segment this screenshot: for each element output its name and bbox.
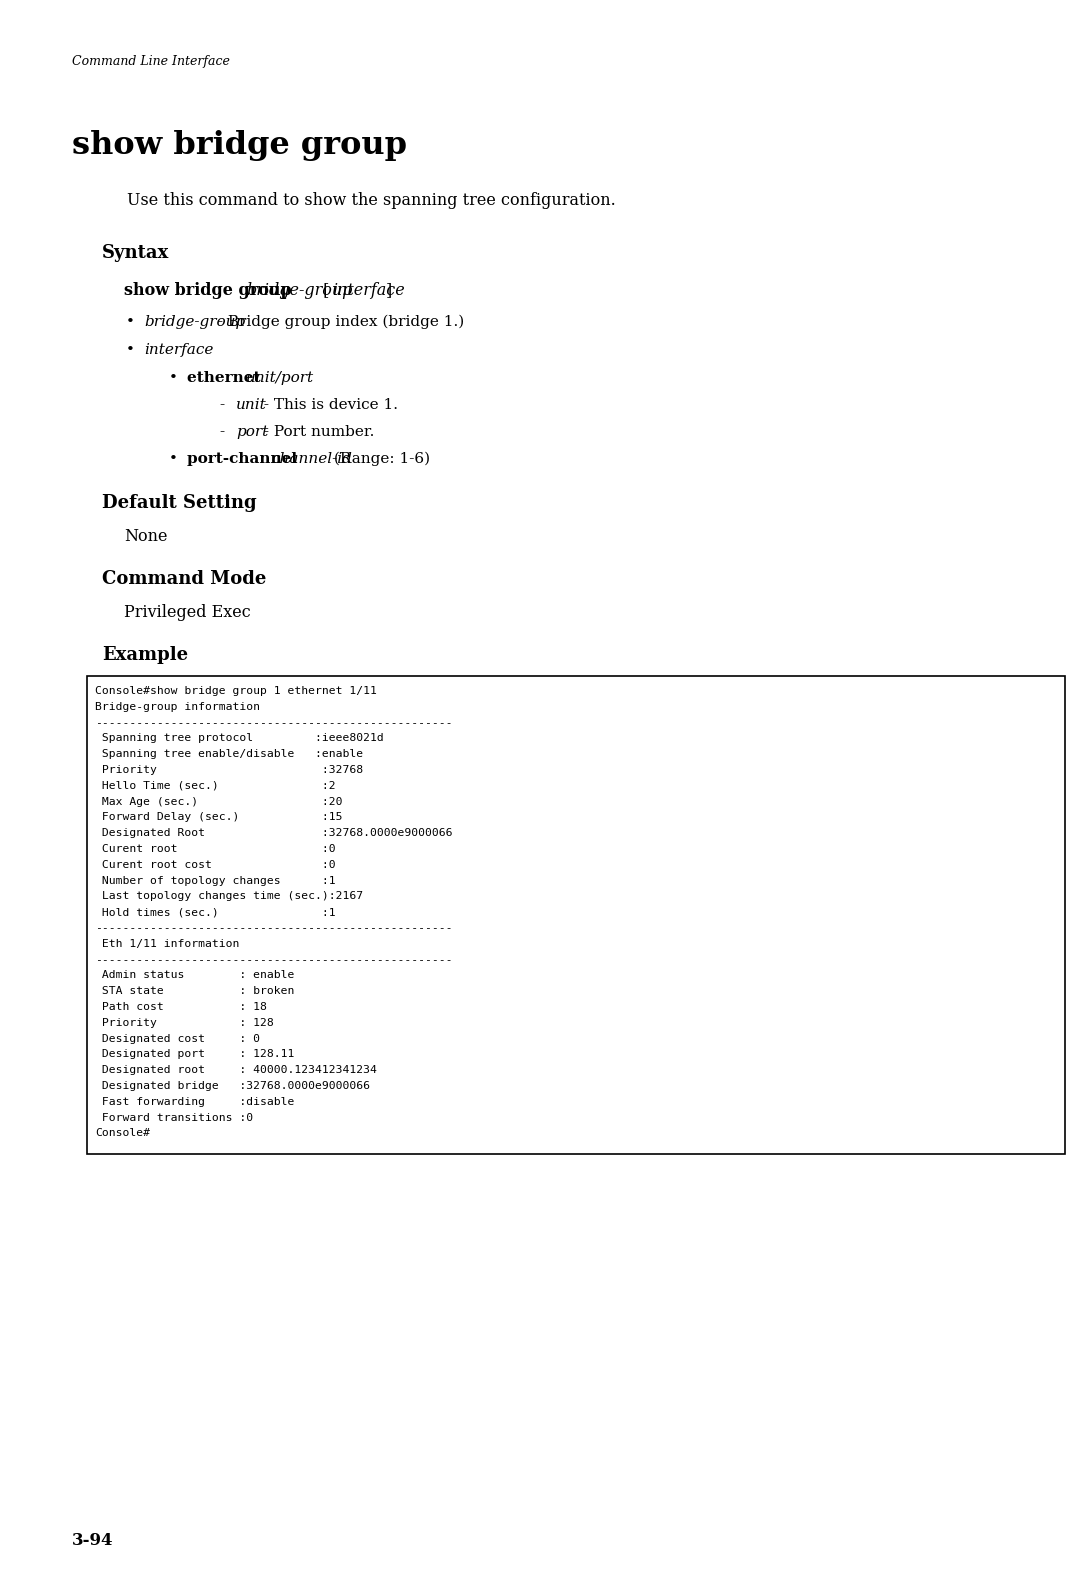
Text: ethernet: ethernet [187, 371, 266, 385]
Text: •: • [126, 342, 135, 356]
Text: Last topology changes time (sec.):2167: Last topology changes time (sec.):2167 [95, 892, 363, 901]
Text: Hello Time (sec.)               :2: Hello Time (sec.) :2 [95, 780, 336, 791]
Text: Forward transitions :0: Forward transitions :0 [95, 1113, 253, 1123]
Text: - Port number.: - Port number. [259, 425, 375, 440]
Text: Spanning tree protocol         :ieee8021d: Spanning tree protocol :ieee8021d [95, 733, 383, 744]
Text: interface: interface [332, 283, 405, 298]
Text: Max Age (sec.)                  :20: Max Age (sec.) :20 [95, 796, 342, 807]
Text: Forward Delay (sec.)            :15: Forward Delay (sec.) :15 [95, 812, 342, 823]
Text: Designated root     : 40000.123412341234: Designated root : 40000.123412341234 [95, 1064, 377, 1075]
Text: Example: Example [102, 645, 188, 664]
Bar [87, 677, 1065, 1154]
Text: Spanning tree enable/disable   :enable: Spanning tree enable/disable :enable [95, 749, 363, 760]
Text: Privileged Exec: Privileged Exec [124, 604, 251, 622]
Text: Eth 1/11 information: Eth 1/11 information [95, 939, 240, 948]
Text: •: • [168, 371, 178, 385]
Text: channel-id: channel-id [271, 452, 352, 466]
Text: Command Line Interface: Command Line Interface [72, 55, 230, 68]
Text: ----------------------------------------------------: ----------------------------------------… [95, 955, 453, 964]
Text: (Range: 1-6): (Range: 1-6) [328, 452, 430, 466]
Text: Fast forwarding     :disable: Fast forwarding :disable [95, 1097, 295, 1107]
Text: unit/port: unit/port [245, 371, 313, 385]
Text: •: • [168, 452, 178, 466]
Text: Designated port     : 128.11: Designated port : 128.11 [95, 1049, 295, 1060]
Text: Default Setting: Default Setting [102, 495, 257, 512]
Text: show bridge group: show bridge group [124, 283, 297, 298]
Text: - This is device 1.: - This is device 1. [259, 399, 397, 411]
Text: Path cost           : 18: Path cost : 18 [95, 1002, 267, 1013]
Text: interface: interface [144, 342, 214, 356]
Text: Console#: Console# [95, 1129, 150, 1138]
Text: 3-94: 3-94 [72, 1532, 113, 1550]
Text: Curent root cost                :0: Curent root cost :0 [95, 860, 336, 870]
Text: None: None [124, 528, 167, 545]
Text: unit: unit [237, 399, 267, 411]
Text: Hold times (sec.)               :1: Hold times (sec.) :1 [95, 907, 336, 917]
Text: -: - [220, 399, 234, 411]
Text: ----------------------------------------------------: ----------------------------------------… [95, 923, 453, 933]
Text: - Bridge group index (bridge 1.): - Bridge group index (bridge 1.) [213, 316, 464, 330]
Text: ----------------------------------------------------: ----------------------------------------… [95, 717, 453, 727]
Text: port: port [237, 425, 268, 440]
Text: [: [ [319, 283, 329, 298]
Text: STA state           : broken: STA state : broken [95, 986, 295, 997]
Text: show bridge group: show bridge group [72, 130, 407, 162]
Text: Designated Root                 :32768.0000e9000066: Designated Root :32768.0000e9000066 [95, 829, 453, 838]
Text: Command Mode: Command Mode [102, 570, 267, 589]
Text: Number of topology changes      :1: Number of topology changes :1 [95, 876, 336, 885]
Text: Bridge-group information: Bridge-group information [95, 702, 260, 711]
Text: port-channel: port-channel [187, 452, 302, 466]
Text: -: - [220, 425, 234, 440]
Text: •: • [126, 316, 135, 330]
Text: Use this command to show the spanning tree configuration.: Use this command to show the spanning tr… [127, 192, 616, 209]
Text: Admin status        : enable: Admin status : enable [95, 970, 295, 980]
Text: bridge-group: bridge-group [144, 316, 245, 330]
Text: Curent root                     :0: Curent root :0 [95, 845, 336, 854]
Text: ]: ] [386, 283, 392, 298]
Text: Designated bridge   :32768.0000e9000066: Designated bridge :32768.0000e9000066 [95, 1082, 370, 1091]
Text: Designated cost     : 0: Designated cost : 0 [95, 1033, 260, 1044]
Text: Priority            : 128: Priority : 128 [95, 1017, 273, 1028]
Text: Console#show bridge group 1 ethernet 1/11: Console#show bridge group 1 ethernet 1/1… [95, 686, 377, 696]
Text: bridge-group: bridge-group [246, 283, 353, 298]
Text: Priority                        :32768: Priority :32768 [95, 765, 363, 776]
Text: Syntax: Syntax [102, 243, 170, 262]
